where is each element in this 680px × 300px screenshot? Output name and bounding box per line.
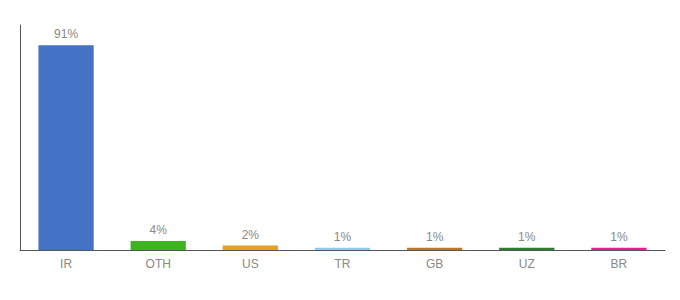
svg-text:US: US — [242, 257, 259, 271]
svg-text:2%: 2% — [242, 228, 260, 242]
svg-text:UZ: UZ — [519, 257, 535, 271]
svg-text:4%: 4% — [150, 223, 168, 237]
svg-text:IR: IR — [60, 257, 72, 271]
svg-text:1%: 1% — [610, 230, 628, 244]
svg-text:GB: GB — [426, 257, 443, 271]
svg-text:TR: TR — [335, 257, 351, 271]
svg-text:BR: BR — [611, 257, 628, 271]
svg-text:OTH: OTH — [146, 257, 171, 271]
svg-text:91%: 91% — [54, 27, 78, 41]
svg-text:1%: 1% — [334, 230, 352, 244]
svg-text:1%: 1% — [518, 230, 536, 244]
svg-text:1%: 1% — [426, 230, 444, 244]
